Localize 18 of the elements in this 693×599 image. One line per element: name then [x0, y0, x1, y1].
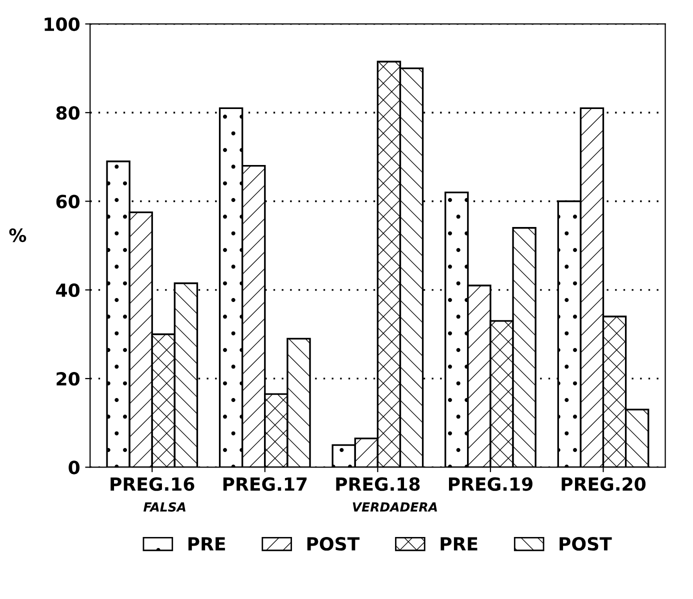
x-tick-label: PREG.19 [448, 477, 532, 491]
legend-label: POST [560, 536, 612, 551]
legend-label: PRE [188, 537, 225, 550]
legend-label: PRE [440, 537, 478, 550]
legend-label: POST [307, 536, 360, 551]
y-tick-label: 100 [44, 17, 80, 32]
y-tick-label: 60 [56, 194, 80, 208]
y-axis-title: % [9, 228, 26, 242]
y-tick-label: 0 [68, 460, 80, 474]
y-tick-label: 80 [56, 106, 80, 120]
x-tick-label: PREG.18 [336, 477, 420, 491]
x-tick-label: PREG.16 [110, 477, 194, 491]
text: FALSA [144, 502, 186, 512]
y-tick-label: 40 [56, 283, 80, 298]
y-tick-label: 20 [56, 372, 80, 386]
text: VERDADERA [352, 502, 437, 512]
x-tick-label: PREG.20 [562, 477, 646, 491]
x-tick-label: PREG.17 [223, 477, 307, 491]
